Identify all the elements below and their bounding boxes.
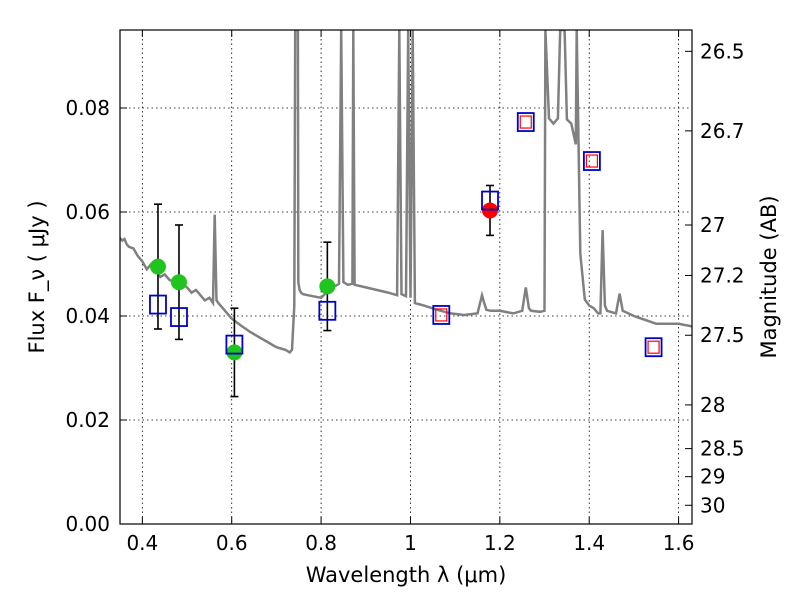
model-square: [481, 190, 499, 211]
mag-tick-label: 27: [700, 213, 725, 237]
model-square: [170, 307, 188, 327]
x-tick-label: 0.4: [126, 531, 158, 555]
x-tick-label: 1.4: [573, 531, 605, 555]
model-square: [318, 300, 337, 321]
plot-frame: [119, 29, 693, 525]
x-tick-label: 0.6: [216, 531, 248, 555]
mag-tick-label: 26.7: [700, 119, 745, 143]
y-tick-label: 0.02: [65, 408, 110, 432]
mag-tick-label: 28.5: [700, 437, 745, 461]
observed-point: [226, 344, 243, 361]
mag-tick-label: 29: [700, 465, 725, 489]
observed-point: [319, 278, 336, 295]
model-square-inner: [519, 115, 532, 129]
model-square: [225, 334, 244, 355]
mag-tick-label: 27.5: [700, 323, 745, 347]
model-square: [583, 151, 601, 171]
model-square-inner: [585, 154, 599, 168]
y-axis-title: Flux F_ν ( μJy ): [25, 200, 50, 353]
y-tick-label: 0.06: [65, 200, 110, 224]
mag-tick-label: 30: [700, 493, 725, 517]
y-tick-label: 0.00: [65, 512, 110, 536]
model-square: [149, 294, 167, 315]
axis-ticks: 0.4 0.6 0.8 1 1.2 1.4 1.6 0.00 0.02 0.04 0.06 0.08 2…: [65, 30, 745, 555]
mag-tick-label: 26.5: [700, 39, 745, 63]
model-square-inner: [435, 308, 448, 322]
model-spectrum: [120, 30, 692, 355]
observed-point: [149, 258, 166, 275]
model-square: [432, 305, 451, 325]
model-square: [516, 112, 535, 132]
y-tick-label: 0.08: [65, 96, 110, 120]
model-square-inner: [647, 340, 660, 354]
observed-point: [170, 274, 187, 291]
x-tick-label: 1.6: [663, 531, 695, 555]
model-spectrum-line: [120, 30, 692, 355]
x-tick-label: 0.8: [305, 531, 337, 555]
model-square: [644, 337, 663, 358]
mag-tick-label: 27.2: [700, 263, 745, 287]
x-tick-label: 1: [404, 531, 417, 555]
x-axis-title: Wavelength λ (μm): [306, 563, 507, 587]
y-tick-label: 0.04: [65, 304, 110, 328]
mag-tick-label: 28: [700, 393, 725, 417]
right-axis-title: Magnitude (AB): [757, 195, 781, 358]
x-tick-label: 1.2: [484, 531, 516, 555]
model-squares: [149, 112, 663, 358]
data-points: [149, 202, 499, 361]
